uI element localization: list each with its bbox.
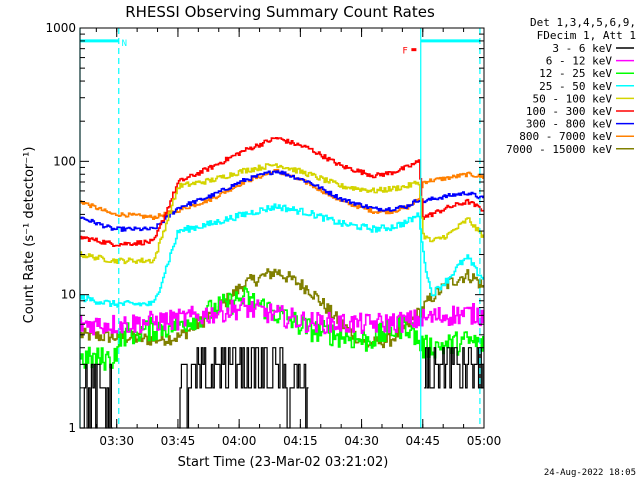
y-axis: 1 10 100 1000 — [45, 21, 484, 435]
plot-area: NF — [79, 28, 484, 429]
x-tick-label: 04:00 — [222, 434, 257, 448]
x-tick-label: 04:15 — [283, 434, 318, 448]
series-line-1 — [80, 347, 484, 429]
x-tick-label: 03:45 — [161, 434, 196, 448]
series-line-5 — [80, 163, 484, 265]
y-tick-label: 1 — [68, 421, 76, 435]
legend-entry-label: 300 - 800 keV — [526, 118, 612, 131]
legend-header-line-1: Det 1,3,4,5,6,9, — [530, 16, 636, 29]
y-tick-label: 1000 — [45, 21, 76, 35]
plot-frame — [79, 27, 485, 429]
y-axis-label: Count Rate (s⁻¹ detector⁻¹) — [22, 147, 37, 324]
footer-timestamp: 24-Aug-2022 18:05 — [544, 468, 636, 478]
x-tick-label: 04:45 — [405, 434, 440, 448]
legend-entry-label: 3 - 6 keV — [552, 42, 612, 55]
legend: Det 1,3,4,5,6,9, FDecim 1, Att 1 3 - 6 k… — [506, 16, 636, 156]
legend-entry-label: 12 - 25 keV — [539, 67, 612, 80]
chart-title: RHESSI Observing Summary Count Rates — [125, 3, 435, 21]
y-tick-label: 10 — [61, 288, 76, 302]
x-tick-label: 03:30 — [99, 434, 134, 448]
annotation-label: N — [122, 39, 127, 49]
legend-entry-label: 25 - 50 keV — [539, 80, 612, 93]
legend-entry-label: 800 - 7000 keV — [519, 130, 612, 143]
legend-header-line-2: FDecim 1, Att 1 — [537, 29, 636, 42]
x-tick-label: 05:00 — [467, 434, 502, 448]
legend-entry-label: 50 - 100 keV — [533, 92, 613, 105]
legend-entry-label: 6 - 12 keV — [546, 55, 613, 68]
x-axis: 03:30 03:45 04:00 04:15 04:30 04:45 05:00 — [95, 28, 502, 448]
x-axis-label: Start Time (23-Mar-02 03:21:02) — [178, 455, 389, 470]
annotation-label: F — [402, 47, 407, 57]
y-tick-label: 100 — [53, 154, 76, 168]
series-line-7 — [80, 170, 484, 232]
legend-entry-label: 100 - 300 keV — [526, 105, 612, 118]
x-tick-label: 04:30 — [344, 434, 379, 448]
legend-entry-label: 7000 - 15000 keV — [506, 143, 612, 156]
series-line-4 — [80, 203, 484, 308]
series-line-6 — [80, 137, 484, 247]
series-line-2 — [80, 297, 484, 336]
